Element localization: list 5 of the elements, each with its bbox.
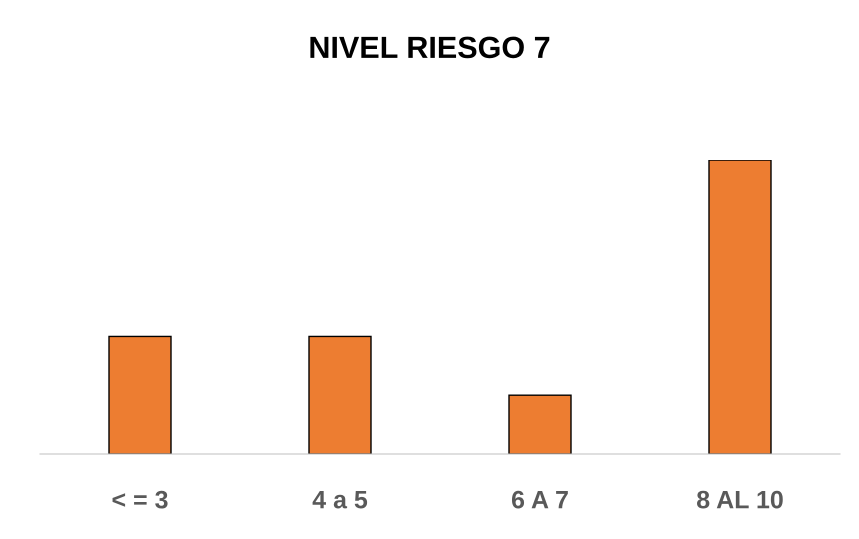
chart-title: NIVEL RIESGO 7 [310, 36, 550, 58]
x-tick-label: 4 a 5 [312, 491, 368, 508]
x-tick-label: < = 3 [112, 490, 168, 509]
x-tick-label: 8 AL 10 [697, 490, 783, 508]
x-tick-label: 6 A 7 [512, 490, 568, 508]
